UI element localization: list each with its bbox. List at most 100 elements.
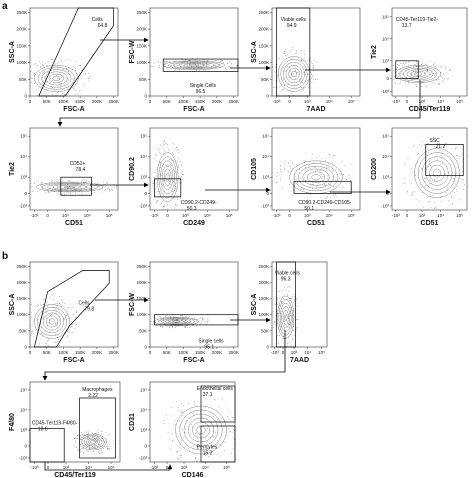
event-dot (395, 81, 396, 83)
event-dot (80, 449, 81, 450)
event-dot (288, 286, 290, 287)
event-dot (179, 450, 181, 452)
event-dot (51, 87, 53, 89)
event-dot (405, 83, 407, 85)
event-dot (167, 166, 168, 168)
density-contour (298, 166, 334, 189)
event-dot (170, 449, 171, 451)
density-contour (178, 62, 210, 68)
x-tick-label: 200K (92, 99, 103, 104)
event-dot (409, 180, 411, 181)
event-dot (299, 80, 300, 82)
event-dot (58, 338, 59, 340)
y-tick-label: 50K (139, 328, 147, 333)
x-tick-label: 10³ (291, 350, 298, 355)
event-dot (75, 438, 77, 439)
plot-frame (391, 7, 468, 97)
event-dot (181, 315, 183, 317)
event-dot (158, 150, 159, 152)
event-dot (110, 190, 112, 191)
event-dot (282, 58, 284, 60)
event-dot (289, 313, 291, 314)
event-dot (342, 173, 344, 175)
x-tick-label: 100K (178, 350, 189, 355)
event-dot (434, 66, 436, 68)
event-dot (445, 69, 446, 71)
event-dot (195, 69, 197, 71)
event-dot (280, 90, 282, 92)
event-dot (199, 434, 201, 436)
event-dot (34, 83, 35, 85)
event-dot (288, 162, 290, 164)
event-dot (183, 321, 185, 323)
event-dot (170, 64, 171, 66)
event-dot (193, 453, 195, 455)
event-dot (58, 78, 60, 79)
x-tick-label: -10³ (271, 350, 280, 355)
event-dot (427, 197, 429, 198)
x-tick-label: 0 (149, 99, 152, 104)
y-tick-label: 100K (16, 60, 27, 65)
event-dot (207, 321, 208, 323)
density-contour (52, 76, 61, 81)
event-dot (55, 180, 57, 182)
y-axis-label: SSC-A (251, 294, 258, 316)
event-dot (415, 83, 417, 85)
event-dot (225, 67, 227, 69)
event-dot (280, 176, 282, 178)
event-dot (281, 303, 283, 305)
event-dot (83, 452, 85, 453)
event-dot (161, 202, 162, 204)
event-dot (167, 316, 169, 318)
event-dot (37, 190, 38, 192)
event-dot (165, 63, 167, 65)
event-dot (86, 433, 87, 435)
event-dot (92, 436, 94, 438)
event-dot (448, 69, 450, 71)
event-dot (63, 194, 65, 195)
event-dot (43, 298, 45, 299)
event-dot (202, 416, 204, 418)
event-dot (77, 448, 79, 450)
event-dot (229, 419, 230, 421)
event-dot (335, 186, 337, 187)
event-dot (179, 446, 181, 448)
event-dot (448, 200, 450, 202)
event-dot (428, 152, 429, 153)
event-dot (434, 68, 436, 70)
event-dot (293, 301, 295, 302)
event-dot (151, 66, 153, 67)
y-tick-label: 150K (136, 296, 147, 301)
event-dot (325, 184, 326, 186)
event-dot (75, 73, 77, 75)
event-dot (294, 335, 295, 336)
event-dot (156, 160, 157, 162)
event-dot (32, 321, 34, 323)
event-dot (112, 440, 114, 442)
event-dot (158, 315, 160, 317)
event-dot (187, 326, 189, 328)
event-dot (62, 92, 64, 94)
event-dot (75, 70, 76, 72)
event-dot (430, 69, 432, 71)
event-dot (59, 319, 60, 321)
event-dot (174, 199, 176, 201)
event-dot (442, 80, 444, 82)
event-dot (427, 166, 429, 168)
gate-name: SSC (430, 138, 441, 144)
event-dot (441, 201, 443, 203)
event-dot (180, 172, 182, 174)
density-contour (45, 71, 68, 86)
event-dot (403, 183, 405, 185)
x-tick-label: 10³ (419, 99, 426, 104)
gating-arrow (42, 330, 286, 381)
event-dot (177, 458, 179, 460)
event-dot (277, 323, 278, 325)
event-dot (73, 67, 75, 68)
event-dot (312, 67, 314, 68)
event-dot (178, 150, 180, 152)
event-dot (340, 162, 342, 164)
event-dot (421, 192, 423, 193)
event-dot (191, 424, 192, 425)
